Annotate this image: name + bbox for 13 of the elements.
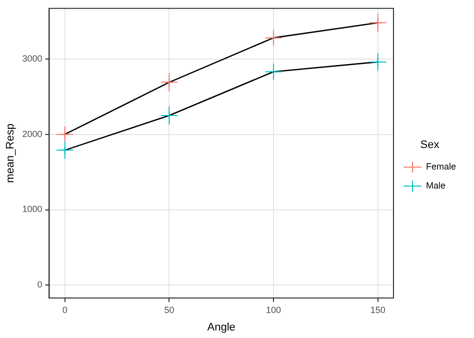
y-tick-label: 3000 [22, 53, 42, 64]
x-tick-label: 150 [370, 304, 386, 315]
y-tick-label: 1000 [22, 204, 42, 214]
y-tick-label: 0 [37, 280, 42, 290]
legend-title: Sex [420, 138, 440, 151]
x-axis-title: Angle [207, 321, 236, 334]
y-tick-label: 2000 [22, 128, 42, 139]
y-axis-title: mean_Resp [4, 124, 17, 183]
x-tick-label: 50 [164, 304, 174, 315]
legend-label: Female [426, 162, 456, 172]
x-tick-label: 0 [62, 304, 68, 315]
legend-label: Male [426, 180, 446, 191]
x-tick-label: 100 [266, 304, 282, 315]
